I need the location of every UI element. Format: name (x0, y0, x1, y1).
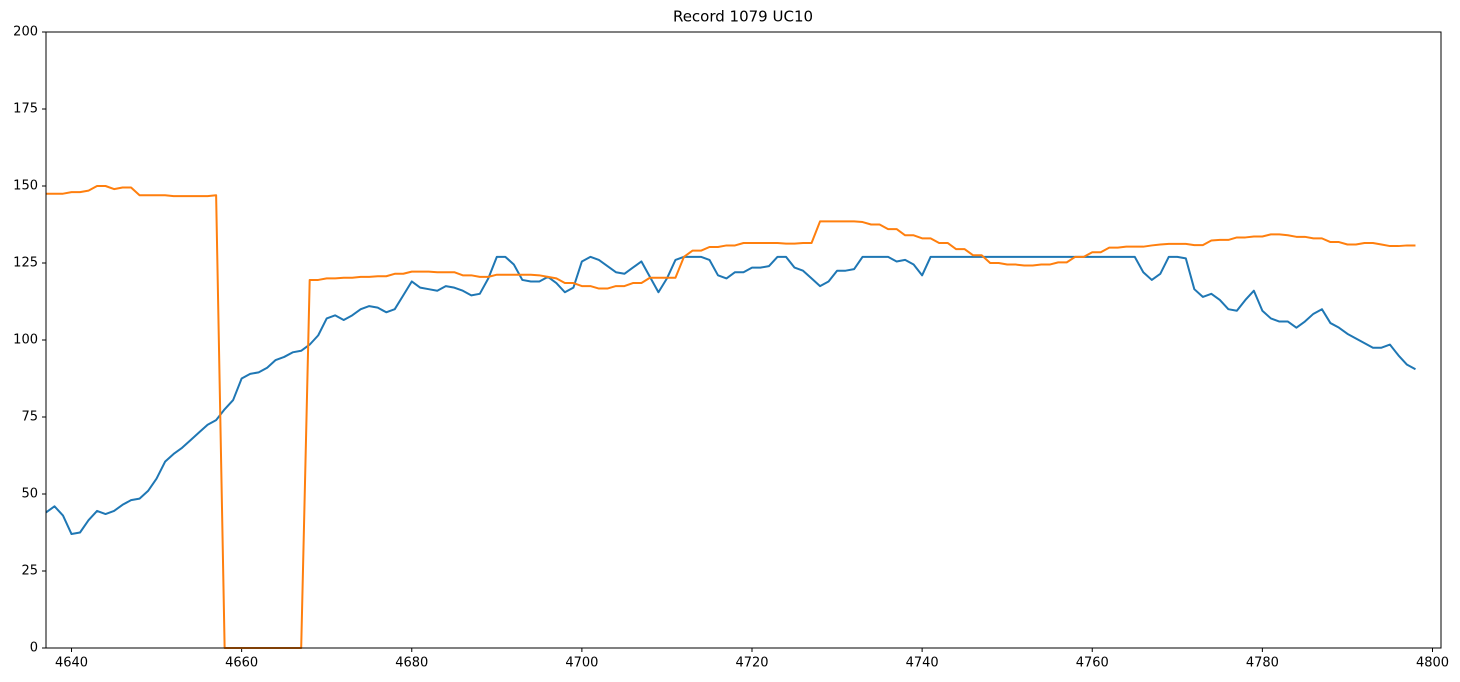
y-tick-label: 50 (21, 487, 38, 502)
x-tick-label: 4740 (906, 656, 939, 671)
y-tick-label: 175 (13, 102, 38, 117)
y-tick-label: 0 (30, 641, 38, 656)
x-tick-label: 4800 (1416, 656, 1449, 671)
y-tick-label: 125 (13, 256, 38, 271)
x-tick-label: 4680 (395, 656, 428, 671)
x-tick-label: 4760 (1076, 656, 1109, 671)
x-tick-label: 4780 (1246, 656, 1279, 671)
x-tick-label: 4640 (55, 656, 88, 671)
y-tick-label: 25 (21, 564, 38, 579)
chart-title: Record 1079 UC10 (673, 8, 813, 26)
series-line (45, 255, 1416, 536)
y-tick-label: 75 (21, 410, 38, 425)
y-tick-label: 200 (13, 25, 38, 40)
plot-frame (45, 31, 1442, 649)
x-tick-label: 4700 (565, 656, 598, 671)
series-line (46, 185, 1416, 649)
y-tick-label: 100 (13, 333, 38, 348)
y-tick-label: 150 (13, 179, 38, 194)
x-tick-label: 4660 (225, 656, 258, 671)
x-tick-label: 4720 (735, 656, 768, 671)
